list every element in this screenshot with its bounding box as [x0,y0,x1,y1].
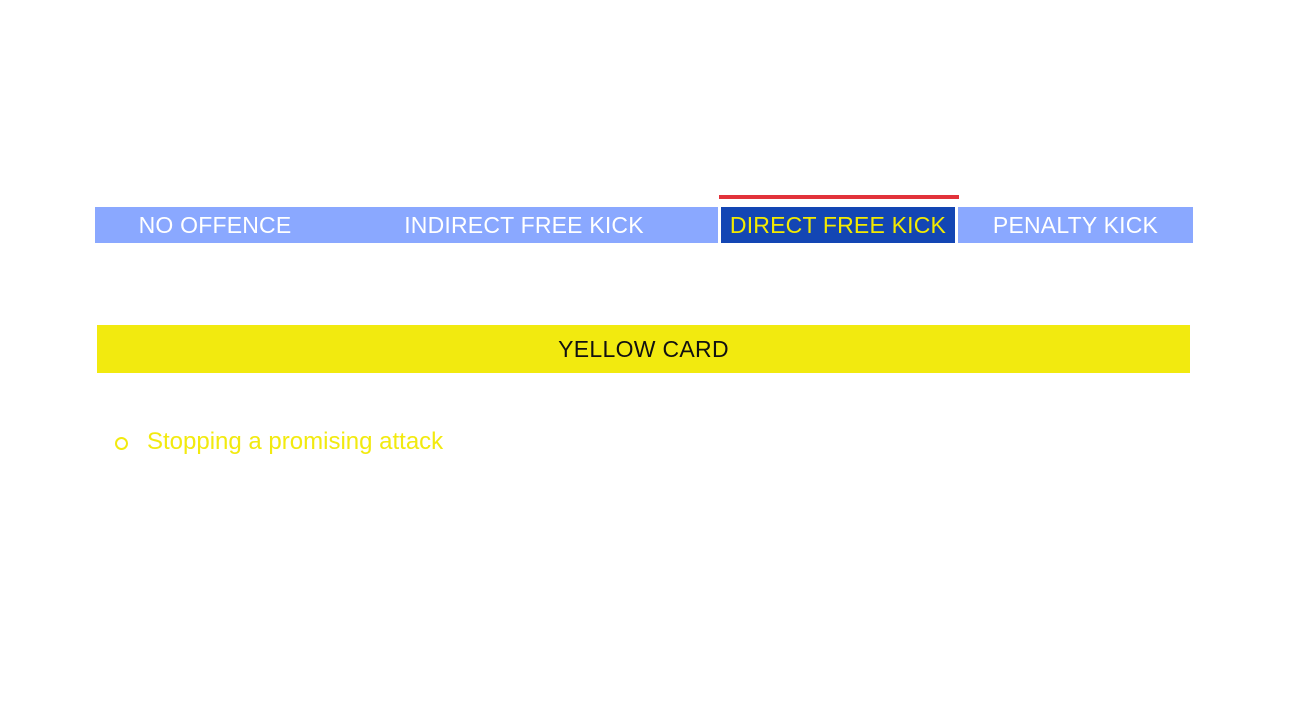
tab-divider [955,207,958,243]
tab-indirect-free-kick[interactable]: INDIRECT FREE KICK [404,211,644,238]
yellow-card-banner: YELLOW CARD [97,325,1190,373]
list-item-text: Stopping a promising attack [147,428,444,455]
tab-penalty-kick[interactable]: PENALTY KICK [992,211,1159,238]
active-tab-indicator [719,195,959,199]
decision-tab-bar: NO OFFENCE INDIRECT FREE KICK DIRECT FRE… [95,207,1193,243]
list-item: Stopping a promising attack [115,428,443,456]
reason-list: Stopping a promising attack [115,428,443,456]
tab-direct-free-kick[interactable]: DIRECT FREE KICK [721,207,955,243]
circle-bullet-icon [115,436,128,450]
tab-no-offence[interactable]: NO OFFENCE [138,211,292,238]
tab-divider [718,207,721,243]
